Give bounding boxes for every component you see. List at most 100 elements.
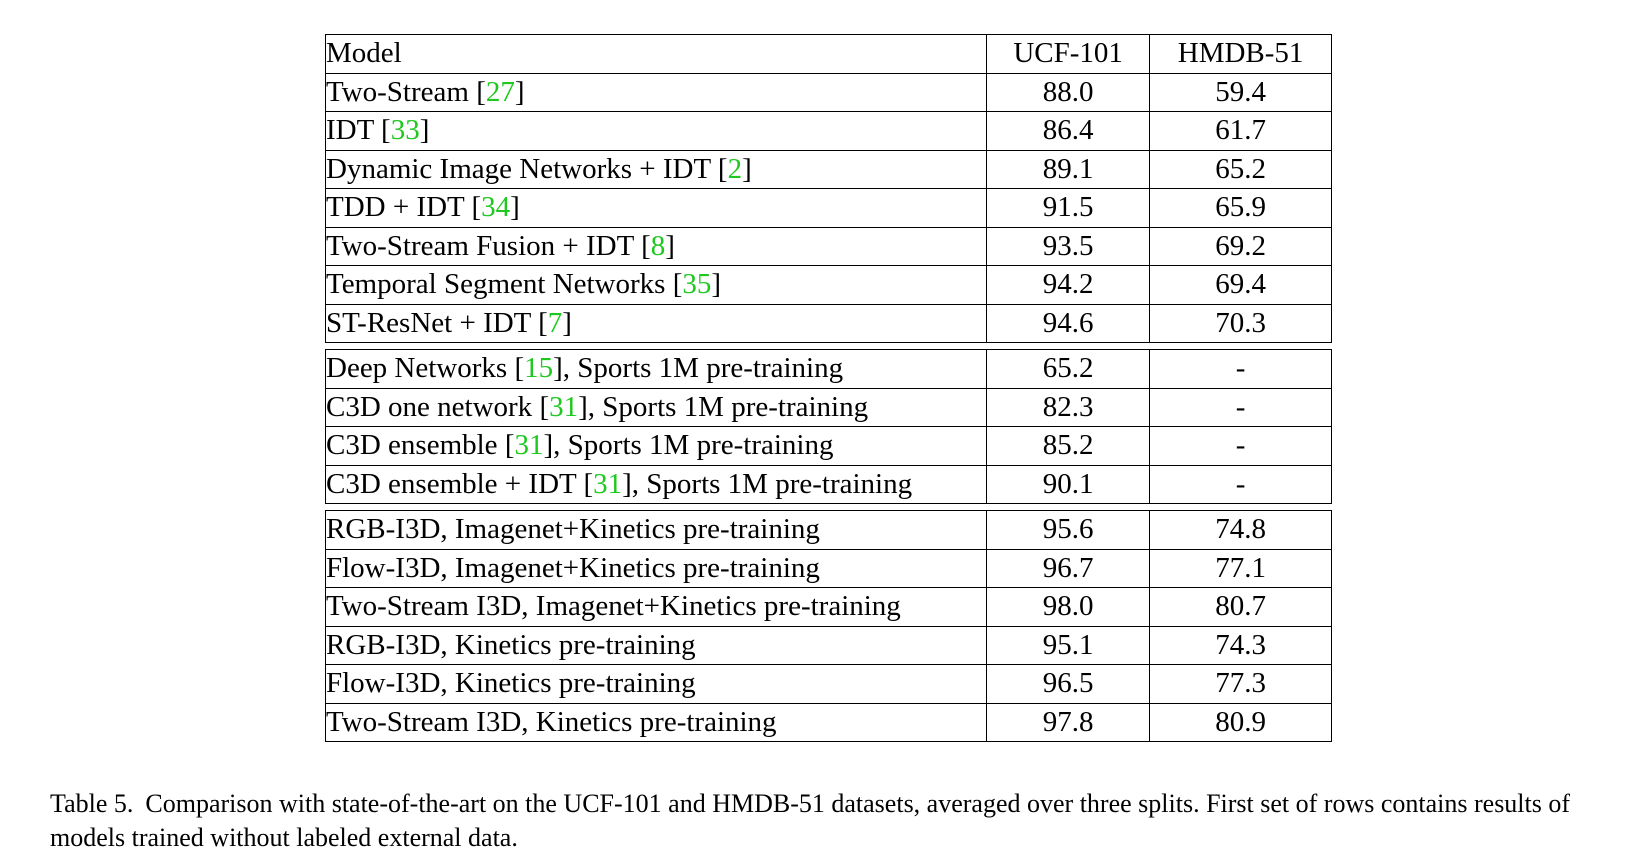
table-row: Two-Stream I3D, Imagenet+Kinetics pre-tr… — [324, 587, 1332, 627]
citation-link[interactable]: 31 — [593, 467, 623, 500]
model-cell: C3D ensemble [31], Sports 1M pre-trainin… — [324, 426, 988, 466]
table-row: Flow-I3D, Kinetics pre-training 96.5 77.3 — [324, 664, 1332, 704]
model-cell: Two-Stream Fusion + IDT [8] — [324, 226, 988, 266]
header-hmdb51: HMDB-51 — [1149, 34, 1332, 74]
group-separator-cell — [325, 342, 1332, 350]
model-name: Two-Stream I3D, Imagenet+Kinetics pre-tr… — [326, 590, 901, 623]
table-row: Two-Stream Fusion + IDT [8] 93.5 69.2 — [324, 226, 1332, 266]
hmdb51-accuracy-cell: - — [1149, 464, 1332, 504]
model-cell: RGB-I3D, Kinetics pre-training — [324, 625, 988, 665]
model-name: RGB-I3D, Kinetics pre-training — [326, 628, 696, 661]
citation-link[interactable]: 7 — [547, 306, 563, 339]
table-row: RGB-I3D, Kinetics pre-training 95.1 74.3 — [324, 625, 1332, 665]
model-name: Temporal Segment Networks — [326, 268, 666, 301]
hmdb51-accuracy-cell: - — [1149, 387, 1332, 427]
ucf101-accuracy-cell: 91.5 — [986, 188, 1151, 228]
model-cell: RGB-I3D, Imagenet+Kinetics pre-training — [324, 510, 988, 550]
model-name: Two-Stream — [326, 75, 469, 108]
model-name: Two-Stream Fusion + IDT — [326, 229, 634, 262]
table-row: Dynamic Image Networks + IDT [2] 89.1 65.2 — [324, 149, 1332, 189]
model-name: Flow-I3D, Kinetics pre-training — [326, 667, 696, 700]
hmdb51-accuracy-cell: 80.7 — [1149, 587, 1332, 627]
model-cell: Two-Stream I3D, Imagenet+Kinetics pre-tr… — [324, 587, 988, 627]
hmdb51-accuracy-cell: 74.8 — [1149, 510, 1332, 550]
ucf101-accuracy-cell: 94.6 — [986, 303, 1151, 343]
model-cell: ST-ResNet + IDT [7] — [324, 303, 988, 343]
citation-link[interactable]: 35 — [682, 268, 712, 301]
model-cell: C3D ensemble + IDT [31], Sports 1M pre-t… — [324, 464, 988, 504]
model-name: TDD + IDT — [326, 191, 465, 224]
ucf101-accuracy-cell: 85.2 — [986, 426, 1151, 466]
hmdb51-accuracy-cell: 77.3 — [1149, 664, 1332, 704]
ucf101-accuracy-cell: 96.7 — [986, 548, 1151, 588]
model-cell: TDD + IDT [34] — [324, 188, 988, 228]
model-cell: Dynamic Image Networks + IDT [2] — [324, 149, 988, 189]
ucf101-accuracy-cell: 65.2 — [986, 349, 1151, 389]
ucf101-accuracy-cell: 96.5 — [986, 664, 1151, 704]
table-header-row: Model UCF-101 HMDB-51 — [324, 34, 1332, 74]
comparison-table: Model UCF-101 HMDB-51 Two-Stream [27] 88.… — [324, 34, 1332, 742]
table-row: C3D ensemble + IDT [31], Sports 1M pre-t… — [324, 464, 1332, 504]
header-model: Model — [324, 34, 988, 74]
model-cell: Flow-I3D, Kinetics pre-training — [324, 664, 988, 704]
model-name: RGB-I3D, Imagenet+Kinetics pre-training — [326, 513, 820, 546]
table-caption: Table 5. Comparison with state-of-the-art… — [50, 787, 1610, 855]
citation-link[interactable]: 27 — [485, 75, 515, 108]
citation-link[interactable]: 34 — [481, 191, 511, 224]
hmdb51-accuracy-cell: 65.2 — [1149, 149, 1332, 189]
hmdb51-accuracy-cell: 65.9 — [1149, 188, 1332, 228]
comparison-table-container: Model UCF-101 HMDB-51 Two-Stream [27] 88.… — [324, 34, 1332, 742]
ucf101-accuracy-cell: 82.3 — [986, 387, 1151, 427]
citation-link[interactable]: 15 — [524, 352, 554, 385]
model-cell: Deep Networks [15], Sports 1M pre-traini… — [324, 349, 988, 389]
caption-label: Table 5. — [50, 789, 134, 818]
table-row: TDD + IDT [34] 91.5 65.9 — [324, 188, 1332, 228]
model-name: Dynamic Image Networks + IDT — [326, 152, 711, 185]
table-row: IDT [33] 86.4 61.7 — [324, 111, 1332, 151]
hmdb51-accuracy-cell: 61.7 — [1149, 111, 1332, 151]
citation-link[interactable]: 31 — [549, 390, 579, 423]
citation-link[interactable]: 2 — [727, 152, 743, 185]
model-name: C3D ensemble + IDT — [326, 467, 577, 500]
model-cell: Two-Stream I3D, Kinetics pre-training — [324, 702, 988, 742]
ucf101-accuracy-cell: 88.0 — [986, 72, 1151, 112]
hmdb51-accuracy-cell: 74.3 — [1149, 625, 1332, 665]
hmdb51-accuracy-cell: 69.4 — [1149, 265, 1332, 305]
model-name: IDT — [326, 114, 374, 147]
model-cell: IDT [33] — [324, 111, 988, 151]
model-pretraining-note: , Sports 1M pre-training — [562, 352, 844, 385]
ucf101-accuracy-cell: 93.5 — [986, 226, 1151, 266]
group-separator — [325, 503, 1332, 511]
ucf101-accuracy-cell: 89.1 — [986, 149, 1151, 189]
table-row: ST-ResNet + IDT [7] 94.6 70.3 — [324, 303, 1332, 343]
table-row: Temporal Segment Networks [35] 94.2 69.4 — [324, 265, 1332, 305]
ucf101-accuracy-cell: 98.0 — [986, 587, 1151, 627]
table-row: C3D one network [31], Sports 1M pre-trai… — [324, 387, 1332, 427]
group-separator-cell — [325, 503, 1332, 511]
hmdb51-accuracy-cell: 69.2 — [1149, 226, 1332, 266]
model-name: C3D ensemble — [326, 429, 498, 462]
ucf101-accuracy-cell: 86.4 — [986, 111, 1151, 151]
model-name: Flow-I3D, Imagenet+Kinetics pre-training — [326, 551, 820, 584]
model-name: ST-ResNet + IDT — [326, 306, 531, 339]
ucf101-accuracy-cell: 90.1 — [986, 464, 1151, 504]
model-cell: C3D one network [31], Sports 1M pre-trai… — [324, 387, 988, 427]
model-name: Deep Networks — [326, 352, 508, 385]
ucf101-accuracy-cell: 94.2 — [986, 265, 1151, 305]
model-pretraining-note: , Sports 1M pre-training — [587, 390, 869, 423]
ucf101-accuracy-cell: 95.1 — [986, 625, 1151, 665]
citation-link[interactable]: 33 — [390, 114, 420, 147]
table-row: C3D ensemble [31], Sports 1M pre-trainin… — [324, 426, 1332, 466]
table-row: Two-Stream I3D, Kinetics pre-training 97.… — [324, 702, 1332, 742]
model-name: Two-Stream I3D, Kinetics pre-training — [326, 705, 777, 738]
table-row: Two-Stream [27] 88.0 59.4 — [324, 72, 1332, 112]
group-separator — [325, 342, 1332, 350]
citation-link[interactable]: 8 — [650, 229, 666, 262]
model-pretraining-note: , Sports 1M pre-training — [631, 467, 913, 500]
table-row: Deep Networks [15], Sports 1M pre-traini… — [324, 349, 1332, 389]
citation-link[interactable]: 31 — [514, 429, 544, 462]
model-cell: Temporal Segment Networks [35] — [324, 265, 988, 305]
model-cell: Flow-I3D, Imagenet+Kinetics pre-training — [324, 548, 988, 588]
ucf101-accuracy-cell: 97.8 — [986, 702, 1151, 742]
hmdb51-accuracy-cell: 70.3 — [1149, 303, 1332, 343]
